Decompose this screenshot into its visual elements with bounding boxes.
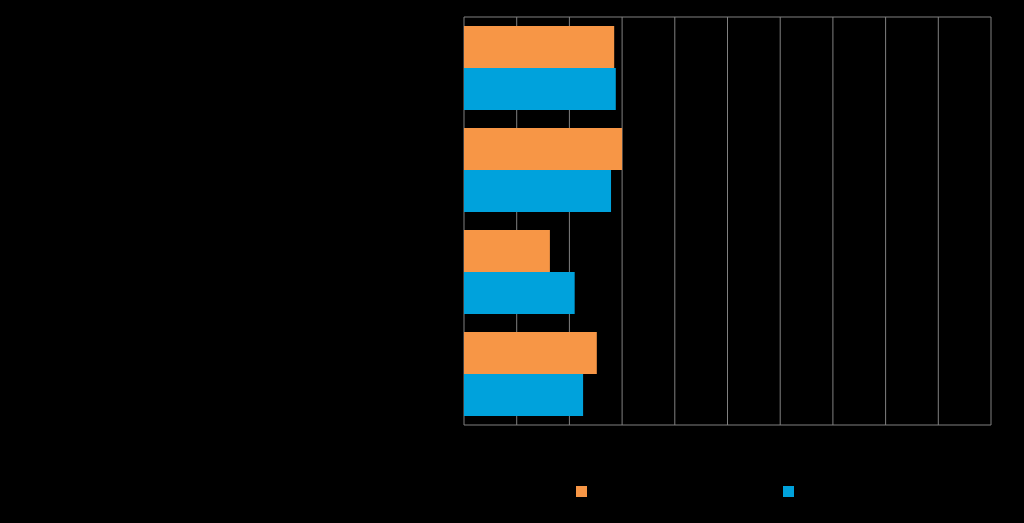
x-tick-label: 7 bbox=[830, 431, 837, 445]
bar bbox=[464, 230, 550, 272]
legend-swatch bbox=[576, 486, 587, 497]
x-tick-label: 5 bbox=[724, 431, 731, 445]
bar bbox=[464, 26, 615, 68]
x-tick-label: 1 bbox=[513, 431, 520, 445]
x-tick-label: 0 bbox=[461, 431, 468, 445]
x-tick-label: 4 bbox=[671, 431, 678, 445]
x-tick-label: 2 bbox=[566, 431, 573, 445]
bar bbox=[464, 170, 612, 212]
bar bbox=[464, 332, 597, 374]
bar bbox=[464, 128, 623, 170]
bar bbox=[464, 272, 575, 314]
bar bbox=[464, 68, 616, 110]
x-tick-label: 9 bbox=[935, 431, 942, 445]
x-tick-label: 3 bbox=[619, 431, 626, 445]
legend-swatch bbox=[783, 486, 794, 497]
x-tick-label: 6 bbox=[777, 431, 784, 445]
x-tick-label: 8 bbox=[882, 431, 889, 445]
bar bbox=[464, 374, 584, 416]
x-tick-label: 10 bbox=[984, 431, 998, 445]
